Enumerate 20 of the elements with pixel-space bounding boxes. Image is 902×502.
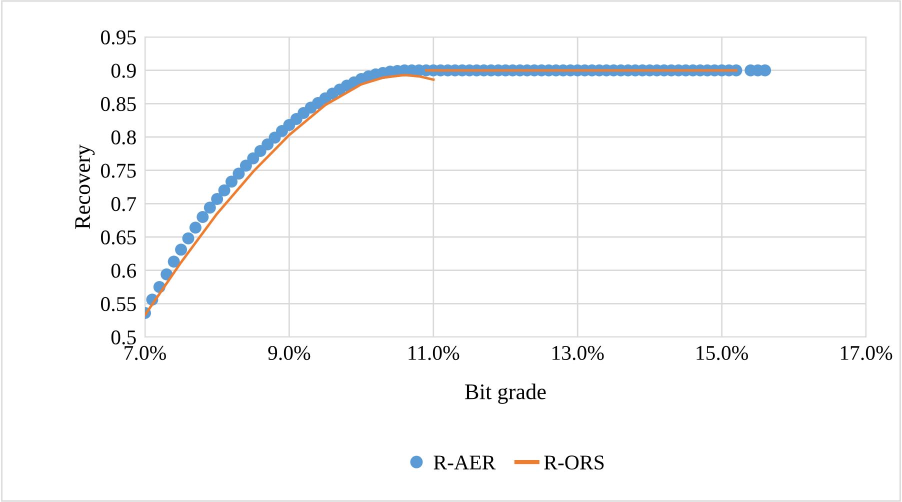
x-axis-title: Bit grade: [465, 384, 546, 404]
x-tick-label: 11.0%: [408, 346, 460, 360]
y-tick-label: 0.55: [101, 297, 136, 312]
y-tick-label: 0.65: [101, 230, 136, 245]
x-tick-label: 15.0%: [696, 346, 748, 360]
x-tick-label: 7.0%: [124, 346, 166, 360]
y-tick-label: 0.5: [111, 330, 136, 345]
x-tick-label: 17.0%: [840, 346, 892, 360]
y-tick-label: 0.85: [101, 97, 136, 112]
x-tick-label: 9.0%: [268, 346, 310, 360]
y-tick-label: 0.95: [101, 30, 136, 45]
y-axis-title: Recovery: [75, 144, 95, 229]
y-tick-label: 0.8: [111, 130, 136, 145]
x-tick-label: 13.0%: [552, 346, 604, 360]
legend-label: R-AER: [434, 456, 496, 470]
legend-label: R-ORS: [544, 456, 604, 470]
y-tick-label: 0.9: [111, 64, 136, 78]
y-tick-label: 0.75: [101, 164, 136, 178]
y-tick-label: 0.6: [111, 264, 136, 278]
y-tick-label: 0.7: [111, 197, 136, 212]
